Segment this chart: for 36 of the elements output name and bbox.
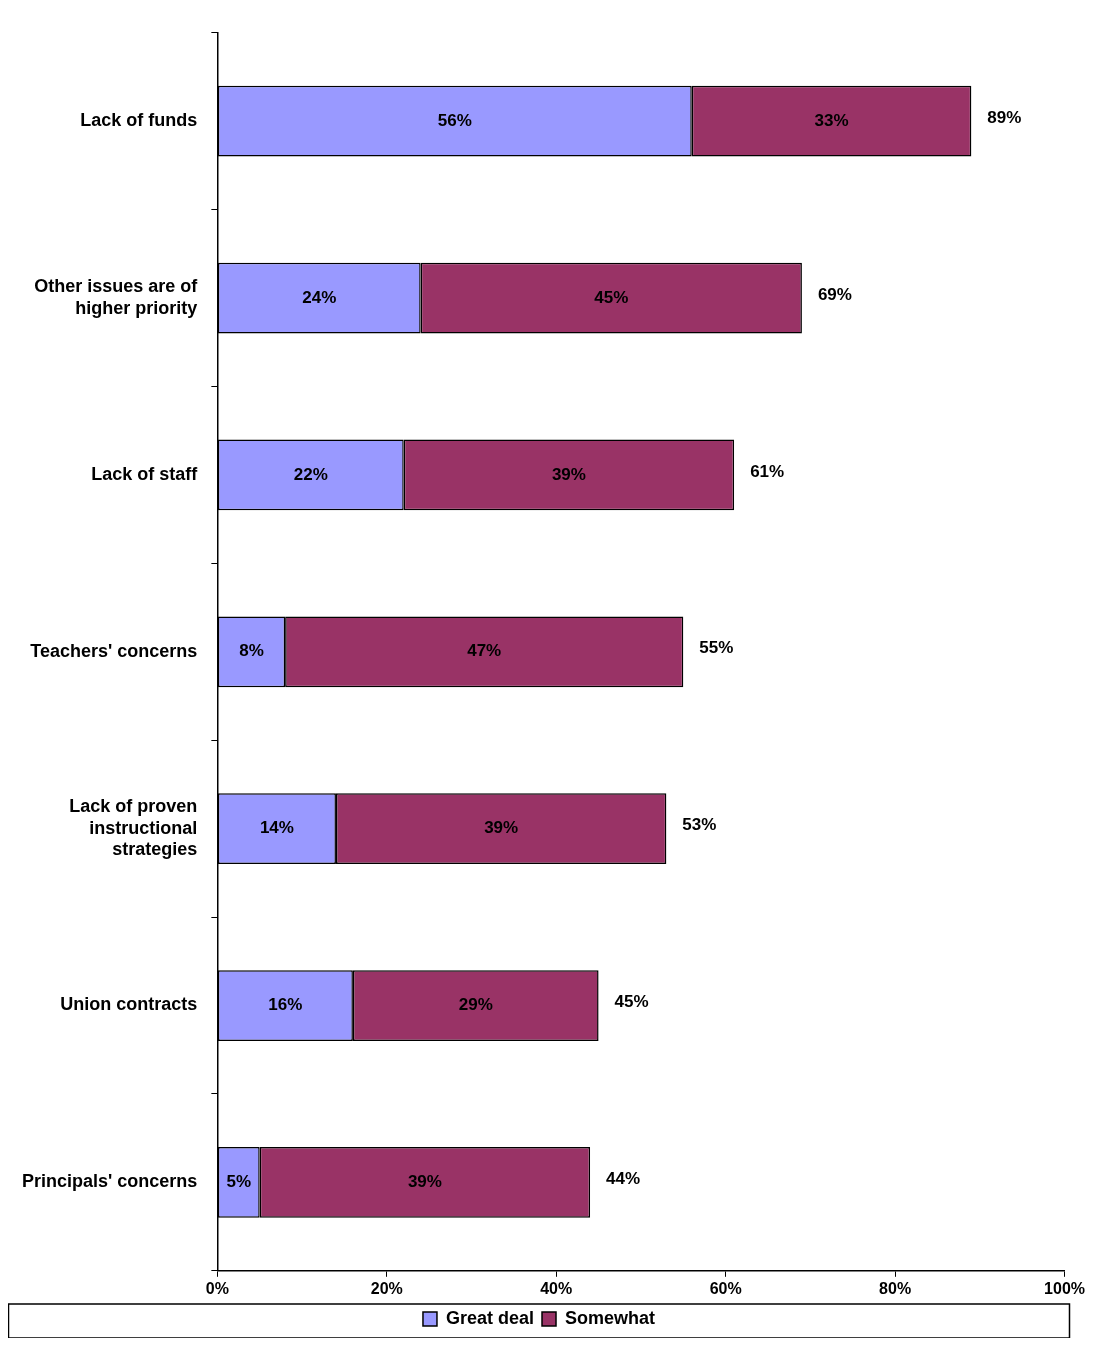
data-label: 47%	[467, 641, 502, 661]
y-tick-label: Union contracts	[60, 994, 198, 1015]
data-label: 56%	[437, 110, 472, 130]
legend-label: Somewhat	[565, 1307, 656, 1328]
total-label: 53%	[682, 815, 717, 835]
total-label: 45%	[614, 992, 649, 1012]
total-label: 61%	[750, 461, 785, 481]
x-tick-label: 40%	[540, 1279, 573, 1297]
data-label: 5%	[226, 1172, 252, 1192]
data-label: 39%	[484, 818, 519, 838]
total-label: 55%	[699, 638, 734, 658]
total-label: 69%	[817, 284, 852, 304]
x-tick-label: 20%	[370, 1279, 403, 1297]
y-tick-label: Lack of staff	[91, 463, 199, 484]
total-label: 44%	[606, 1169, 641, 1189]
data-label: 14%	[259, 818, 294, 838]
data-label: 33%	[814, 110, 849, 130]
y-tick-label: Principals' concerns	[21, 1171, 198, 1192]
x-tick-label: 60%	[709, 1279, 742, 1297]
data-label: 29%	[458, 995, 493, 1015]
x-tick-label: 80%	[879, 1279, 912, 1297]
x-tick-label: 0%	[205, 1279, 229, 1297]
legend-label: Great deal	[445, 1307, 535, 1328]
y-tick-label: Other issues are of higher priority	[34, 276, 199, 318]
y-tick-label: Lack of proven instructional strategies	[69, 796, 198, 860]
y-tick-label: Teachers' concerns	[30, 640, 198, 661]
data-label: 39%	[551, 464, 586, 484]
data-label: 24%	[302, 287, 337, 307]
x-tick-label: 100%	[1044, 1279, 1085, 1297]
data-label: 39%	[407, 1172, 442, 1192]
data-label: 8%	[239, 641, 264, 661]
y-tick-label: Lack of funds	[80, 110, 198, 131]
data-label: 16%	[268, 995, 303, 1015]
data-label: 22%	[293, 464, 328, 484]
total-label: 89%	[987, 107, 1022, 127]
data-label: 45%	[594, 287, 629, 307]
